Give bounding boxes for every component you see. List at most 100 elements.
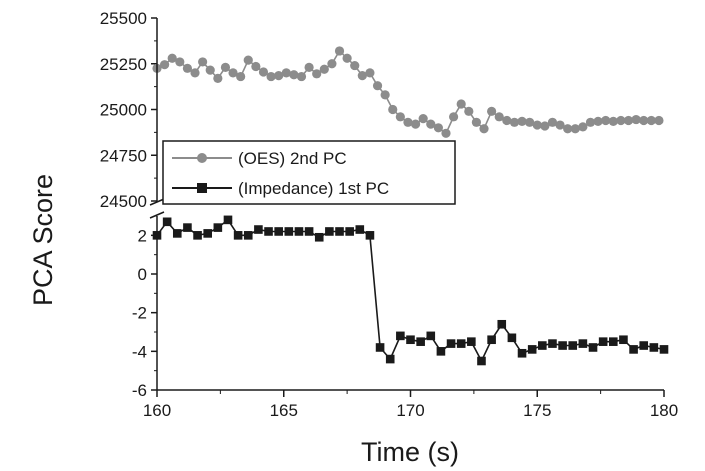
data-point-impedance: [314, 232, 324, 242]
data-point-oes: [289, 70, 299, 80]
data-point-oes: [623, 115, 634, 126]
data-point-impedance: [609, 337, 618, 346]
y-tick-label-upper: 25250: [100, 55, 147, 74]
data-point-impedance: [446, 339, 456, 348]
data-point-oes: [380, 90, 390, 100]
y-tick-label-upper: 25000: [100, 101, 147, 120]
data-point-oes: [410, 119, 421, 129]
data-point-oes: [525, 117, 535, 127]
data-point-impedance: [507, 333, 517, 343]
data-point-oes: [608, 116, 618, 126]
data-point-oes: [479, 124, 489, 134]
x-tick-label: 160: [143, 401, 171, 420]
y-tick-label-lower: -4: [132, 342, 147, 361]
data-point-impedance: [304, 227, 314, 236]
data-point-oes: [243, 55, 253, 65]
legend-marker-oes: [197, 153, 207, 163]
data-point-impedance: [345, 227, 354, 236]
y-tick-label-upper: 24750: [100, 146, 147, 165]
data-point-impedance: [467, 337, 476, 346]
x-axis-title: Time (s): [361, 437, 459, 467]
data-point-oes: [251, 61, 261, 72]
lower-panel: -6 -4 -2 0 2: [132, 215, 157, 400]
data-point-oes: [213, 73, 223, 83]
data-point-oes: [175, 57, 185, 67]
data-point-impedance: [162, 217, 172, 227]
data-point-impedance: [629, 345, 638, 354]
data-point-oes: [494, 112, 504, 122]
data-point-oes: [327, 59, 337, 69]
data-point-oes: [585, 117, 596, 127]
data-point-impedance: [517, 348, 527, 358]
data-point-impedance: [527, 345, 537, 354]
data-point-oes: [357, 71, 367, 81]
data-point-oes: [578, 122, 588, 132]
data-point-impedance: [659, 345, 669, 354]
data-point-oes: [601, 115, 611, 126]
data-point-impedance: [578, 339, 588, 348]
upper-panel: 24500 24750 25000 25250 25500: [100, 9, 157, 211]
data-point-impedance: [416, 337, 425, 346]
data-point-oes: [266, 71, 276, 82]
data-point-oes: [418, 114, 428, 124]
data-point-oes: [487, 106, 497, 116]
data-point-oes: [540, 121, 550, 131]
data-point-impedance: [558, 341, 567, 350]
data-point-oes: [160, 60, 170, 70]
y-axis-title: PCA Score: [28, 174, 58, 306]
data-point-impedance: [335, 227, 344, 236]
data-point-impedance: [477, 356, 486, 366]
data-point-oes: [631, 114, 641, 125]
data-point-oes: [388, 104, 398, 115]
y-tick-label-lower: -2: [132, 304, 147, 323]
legend-marker-impedance: [197, 183, 207, 193]
data-point-oes: [334, 46, 345, 56]
data-point-oes: [509, 117, 520, 127]
x-tick-label: 165: [270, 401, 298, 420]
data-point-impedance: [284, 227, 294, 236]
data-point-oes: [646, 115, 656, 126]
data-point-oes: [532, 120, 542, 130]
data-point-oes: [448, 112, 459, 122]
data-point-oes: [312, 69, 322, 79]
data-point-oes: [502, 115, 512, 126]
data-point-impedance: [233, 231, 243, 240]
data-point-oes: [433, 123, 443, 133]
data-point-oes: [258, 67, 269, 77]
legend: (OES) 2nd PC (Impedance) 1st PC: [162, 140, 456, 205]
y-tick-label-lower: -6: [132, 381, 147, 400]
data-point-impedance: [598, 337, 608, 346]
legend-label-oes: (OES) 2nd PC: [238, 149, 347, 168]
data-point-impedance: [406, 335, 415, 345]
data-point-oes: [570, 124, 580, 134]
x-tick-label: 175: [523, 401, 551, 420]
data-point-impedance: [396, 331, 405, 341]
data-point-impedance: [203, 229, 212, 238]
series-layer: [152, 46, 669, 366]
data-point-oes: [228, 68, 238, 78]
axis-break-mark-bottom: [149, 211, 165, 219]
data-point-oes: [547, 117, 558, 127]
data-point-oes: [395, 112, 405, 122]
data-point-impedance: [375, 343, 385, 352]
data-point-impedance: [172, 229, 182, 238]
data-point-impedance: [548, 339, 557, 348]
data-point-impedance: [183, 223, 192, 232]
data-point-impedance: [213, 223, 223, 232]
data-point-impedance: [294, 227, 304, 236]
data-point-oes: [426, 119, 436, 129]
data-point-impedance: [223, 215, 233, 225]
data-point-oes: [182, 63, 193, 73]
data-point-impedance: [193, 231, 202, 240]
data-point-oes: [167, 53, 177, 63]
data-point-impedance: [487, 335, 496, 345]
data-point-oes: [236, 71, 246, 82]
data-point-oes: [372, 81, 383, 91]
data-point-oes: [304, 62, 314, 73]
data-point-oes: [471, 117, 482, 127]
y-tick-label-upper: 24500: [100, 192, 147, 211]
data-point-oes: [517, 116, 527, 126]
data-point-oes: [342, 53, 352, 63]
data-point-oes: [281, 68, 291, 78]
